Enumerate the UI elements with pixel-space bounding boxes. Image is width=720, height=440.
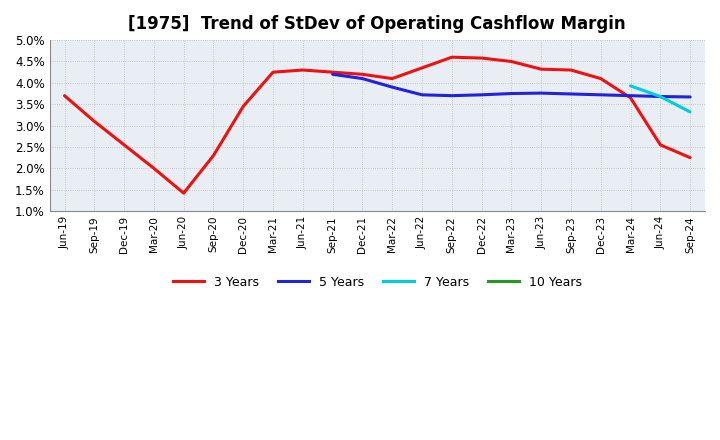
5 Years xyxy=(567,92,575,97)
3 Years xyxy=(120,142,128,147)
5 Years xyxy=(358,76,366,81)
3 Years xyxy=(388,76,397,81)
3 Years xyxy=(596,76,605,81)
5 Years xyxy=(388,84,397,90)
3 Years xyxy=(567,67,575,73)
5 Years xyxy=(626,93,635,98)
5 Years xyxy=(685,94,694,99)
3 Years xyxy=(328,70,337,75)
7 Years xyxy=(626,83,635,88)
3 Years xyxy=(269,70,277,75)
3 Years xyxy=(418,65,426,70)
3 Years xyxy=(60,93,69,98)
5 Years xyxy=(537,91,546,96)
3 Years xyxy=(477,55,486,61)
3 Years xyxy=(239,104,248,109)
Line: 7 Years: 7 Years xyxy=(631,86,690,112)
3 Years xyxy=(358,72,366,77)
5 Years xyxy=(596,92,605,97)
5 Years xyxy=(418,92,426,97)
5 Years xyxy=(507,91,516,96)
5 Years xyxy=(477,92,486,97)
Line: 3 Years: 3 Years xyxy=(65,57,690,193)
Title: [1975]  Trend of StDev of Operating Cashflow Margin: [1975] Trend of StDev of Operating Cashf… xyxy=(128,15,626,33)
3 Years xyxy=(685,155,694,160)
3 Years xyxy=(209,153,217,158)
3 Years xyxy=(626,95,635,100)
3 Years xyxy=(299,67,307,73)
3 Years xyxy=(150,166,158,171)
Legend: 3 Years, 5 Years, 7 Years, 10 Years: 3 Years, 5 Years, 7 Years, 10 Years xyxy=(168,271,587,294)
3 Years xyxy=(537,66,546,72)
3 Years xyxy=(90,119,99,124)
3 Years xyxy=(179,191,188,196)
5 Years xyxy=(447,93,456,98)
7 Years xyxy=(656,94,665,99)
3 Years xyxy=(656,142,665,147)
5 Years xyxy=(328,72,337,77)
7 Years xyxy=(685,109,694,114)
5 Years xyxy=(656,94,665,99)
3 Years xyxy=(447,55,456,60)
3 Years xyxy=(507,59,516,64)
Line: 5 Years: 5 Years xyxy=(333,74,690,97)
